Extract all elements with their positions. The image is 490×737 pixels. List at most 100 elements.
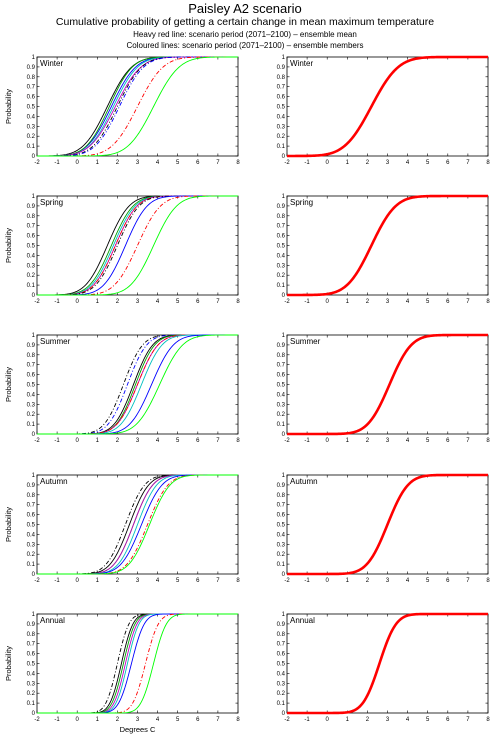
x-tick-label: 0 xyxy=(76,160,80,166)
x-tick-label: 3 xyxy=(386,160,390,166)
y-tick-label: 0.7 xyxy=(27,85,36,91)
y-tick-label: 0.9 xyxy=(277,343,286,349)
y-tick-label: 0.2 xyxy=(277,691,286,697)
axes-frame-summer-mean xyxy=(286,334,489,435)
y-tick-label: 0.5 xyxy=(27,662,36,668)
y-tick-label: 0.1 xyxy=(277,283,286,289)
ensemble-member-line-2 xyxy=(37,613,238,714)
y-tick-label: 0.8 xyxy=(27,493,36,499)
y-tick-label: 0.3 xyxy=(27,124,36,130)
x-tick-label: 0 xyxy=(76,717,80,723)
x-tick-label: 0 xyxy=(326,299,330,305)
y-tick-label: 0.2 xyxy=(27,552,36,558)
x-tick-label: 5 xyxy=(426,578,430,584)
x-tick-label: 5 xyxy=(176,438,180,444)
y-tick-label: 1 xyxy=(282,55,286,61)
y-tick-label: 0.5 xyxy=(27,383,36,389)
y-tick-label: 0 xyxy=(282,154,286,160)
y-tick-label: 0.8 xyxy=(277,632,286,638)
ensemble-member-line-8 xyxy=(37,613,238,714)
y-tick-label: 1 xyxy=(282,473,286,479)
axes-frame-winter-mean xyxy=(286,56,489,157)
ensemble-member-line-3 xyxy=(37,613,238,714)
ensemble-member-line-9 xyxy=(37,56,238,157)
ensemble-member-line-1 xyxy=(37,613,238,714)
panel-summer-members: -2 -1 0 1 2 3 4 5 6 7 8 0 0.1 0.2 0.3 0.4 0.5 0.6 0.7 0.8 0.… xyxy=(4,333,240,444)
ensemble-member-line-3 xyxy=(37,195,238,296)
ensemble-member-line-5 xyxy=(37,613,238,714)
ensemble-mean-line xyxy=(287,333,488,436)
y-tick-label: 0.1 xyxy=(27,144,36,150)
y-tick-label: 1 xyxy=(32,55,36,61)
series-group-summer-members xyxy=(37,334,238,435)
x-tick-label: 7 xyxy=(216,160,220,166)
y-tick-label: 0.5 xyxy=(27,523,36,529)
x-tick-label: -1 xyxy=(54,717,60,723)
y-tick-label: 0.3 xyxy=(277,542,286,548)
y-tick-label: 0.1 xyxy=(27,701,36,707)
x-tick-label: 6 xyxy=(446,299,450,305)
y-tick-label: 0.1 xyxy=(277,422,286,428)
y-tick-label: 0.7 xyxy=(277,503,286,509)
x-tick-label: 0 xyxy=(76,438,80,444)
x-tick-label: 0 xyxy=(76,578,80,584)
x-tick-label: 5 xyxy=(176,160,180,166)
y-tick-label: 0.7 xyxy=(277,85,286,91)
y-tick-label: 0.5 xyxy=(277,244,286,250)
y-tick-label: 0 xyxy=(282,711,286,717)
x-tick-label: -2 xyxy=(34,438,40,444)
series-group-autumn-mean xyxy=(287,473,488,576)
ensemble-member-line-7 xyxy=(37,56,238,157)
y-tick-label: 1 xyxy=(282,333,286,339)
ensemble-member-line-5 xyxy=(37,195,238,296)
x-tick-label: 2 xyxy=(366,160,370,166)
y-tick-label: 0.1 xyxy=(27,562,36,568)
x-tick-label: 3 xyxy=(136,578,140,584)
x-tick-label: 1 xyxy=(346,578,350,584)
y-tick-label: 0.2 xyxy=(27,134,36,140)
x-tick-label: 7 xyxy=(216,578,220,584)
y-tick-label: 0.6 xyxy=(27,95,36,101)
y-tick-label: 0.6 xyxy=(277,373,286,379)
series-group-autumn-members xyxy=(37,474,238,575)
ensemble-member-line-6 xyxy=(37,334,238,435)
y-tick-label: 0.4 xyxy=(277,392,286,398)
panel-label: Annual xyxy=(290,616,315,625)
y-tick-label: 0.8 xyxy=(27,214,36,220)
y-tick-label: 0.9 xyxy=(277,622,286,628)
y-tick-label: 0.2 xyxy=(27,691,36,697)
y-tick-label: 0.3 xyxy=(277,124,286,130)
y-tick-label: 0.9 xyxy=(27,622,36,628)
y-tick-label: 0.4 xyxy=(277,253,286,259)
y-tick-label: 0.1 xyxy=(27,422,36,428)
y-axis-label: Probability xyxy=(4,228,13,263)
y-tick-label: 1 xyxy=(282,612,286,618)
series-group-summer-mean xyxy=(287,333,488,436)
x-tick-label: -2 xyxy=(34,160,40,166)
x-tick-label: 5 xyxy=(426,299,430,305)
x-tick-label: 4 xyxy=(406,438,410,444)
y-tick-label: 0.4 xyxy=(277,671,286,677)
x-tick-label: 5 xyxy=(426,717,430,723)
y-tick-label: 0.7 xyxy=(277,642,286,648)
panel-autumn-members: -2 -1 0 1 2 3 4 5 6 7 8 0 0.1 0.2 0.3 0.4 0.5 0.6 0.7 0.8 0.… xyxy=(4,473,240,584)
ensemble-member-line-8 xyxy=(37,474,238,575)
x-tick-label: -2 xyxy=(284,299,290,305)
x-tick-label: 2 xyxy=(366,578,370,584)
x-tick-label: 3 xyxy=(136,438,140,444)
panel-annual-mean: -2 -1 0 1 2 3 4 5 6 7 8 0 0.1 0.2 0.3 0.4 0.5 0.6 0.7 0.8 0.… xyxy=(277,612,490,723)
x-tick-label: -2 xyxy=(284,717,290,723)
y-tick-label: 0.3 xyxy=(277,402,286,408)
y-tick-label: 0.7 xyxy=(27,363,36,369)
series-group-winter-mean xyxy=(287,55,488,158)
ensemble-member-line-9 xyxy=(37,195,238,296)
x-tick-label: 2 xyxy=(366,717,370,723)
x-tick-label: 8 xyxy=(236,578,240,584)
x-tick-label: -2 xyxy=(34,717,40,723)
y-tick-label: 0.4 xyxy=(27,532,36,538)
x-tick-label: 8 xyxy=(236,717,240,723)
y-tick-label: 0 xyxy=(282,572,286,578)
panel-label: Winter xyxy=(40,59,63,68)
x-tick-label: 1 xyxy=(346,438,350,444)
x-tick-label: 3 xyxy=(386,299,390,305)
